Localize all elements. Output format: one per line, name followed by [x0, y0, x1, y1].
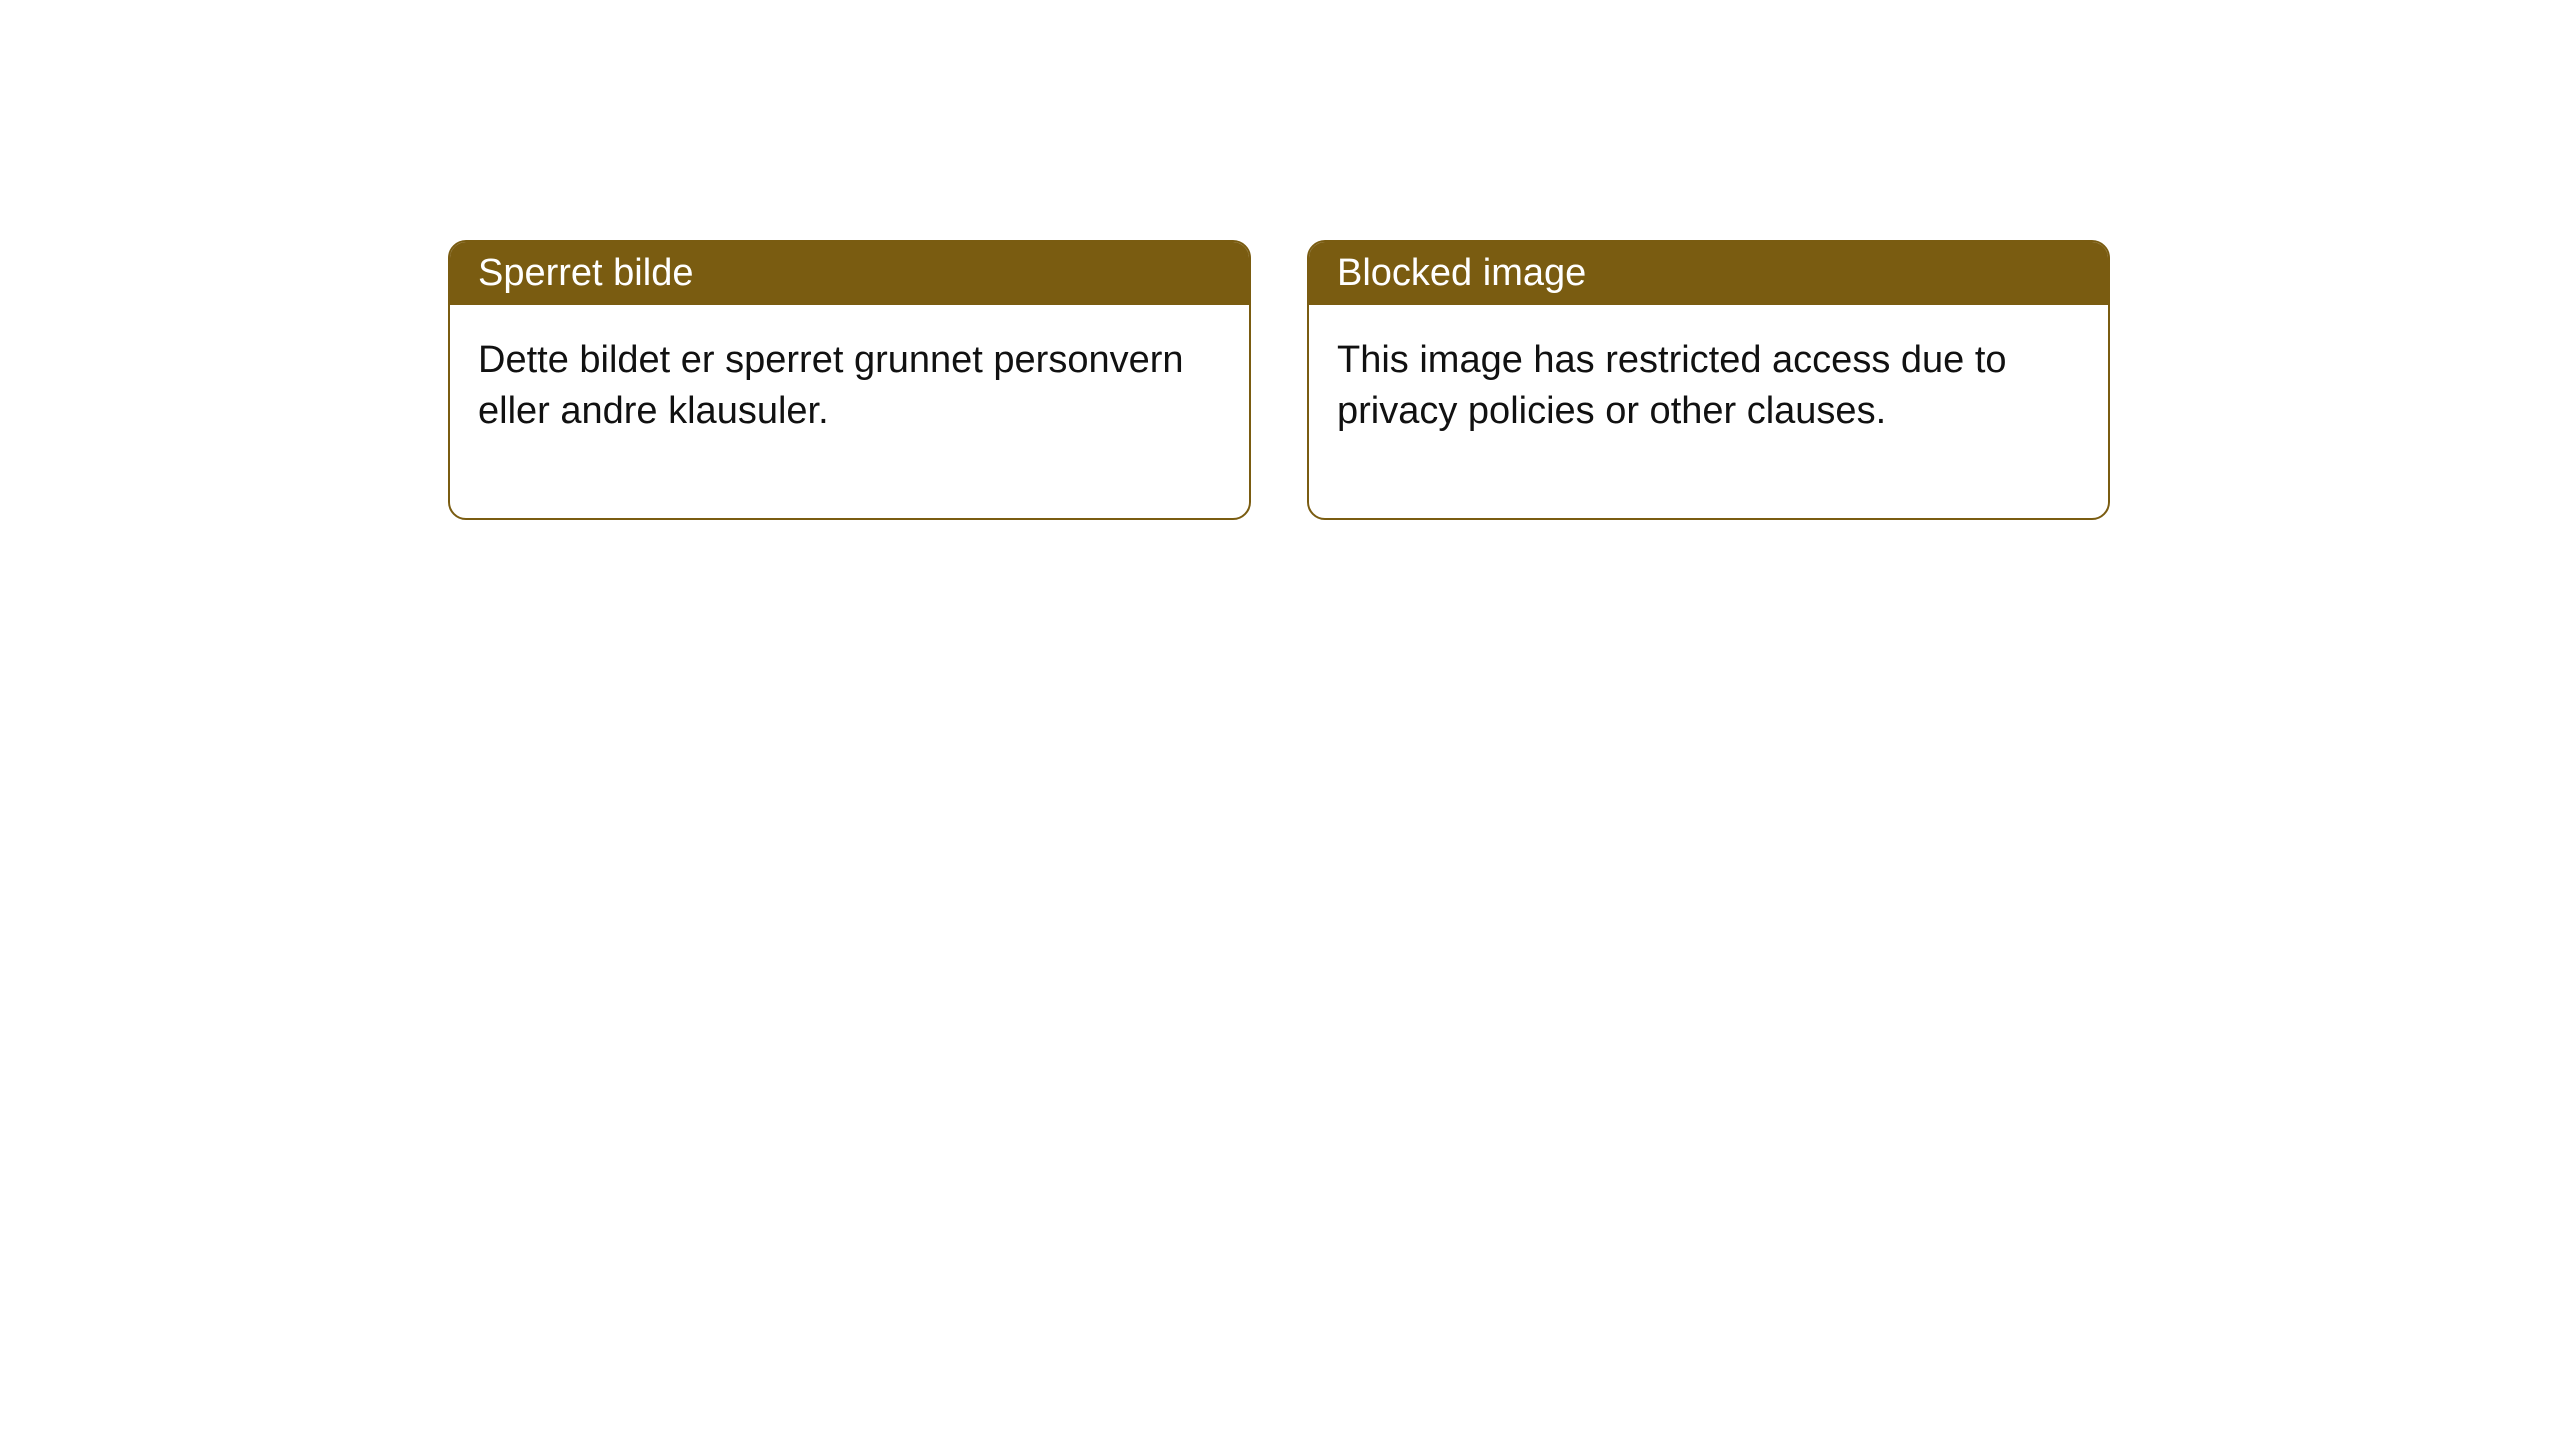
notice-card-body: This image has restricted access due to … — [1309, 305, 2108, 518]
notice-card-title: Sperret bilde — [450, 242, 1249, 305]
notice-card-english: Blocked image This image has restricted … — [1307, 240, 2110, 520]
notice-card-norwegian: Sperret bilde Dette bildet er sperret gr… — [448, 240, 1251, 520]
notice-card-body: Dette bildet er sperret grunnet personve… — [450, 305, 1249, 518]
notice-card-title: Blocked image — [1309, 242, 2108, 305]
notice-container: Sperret bilde Dette bildet er sperret gr… — [0, 0, 2560, 520]
